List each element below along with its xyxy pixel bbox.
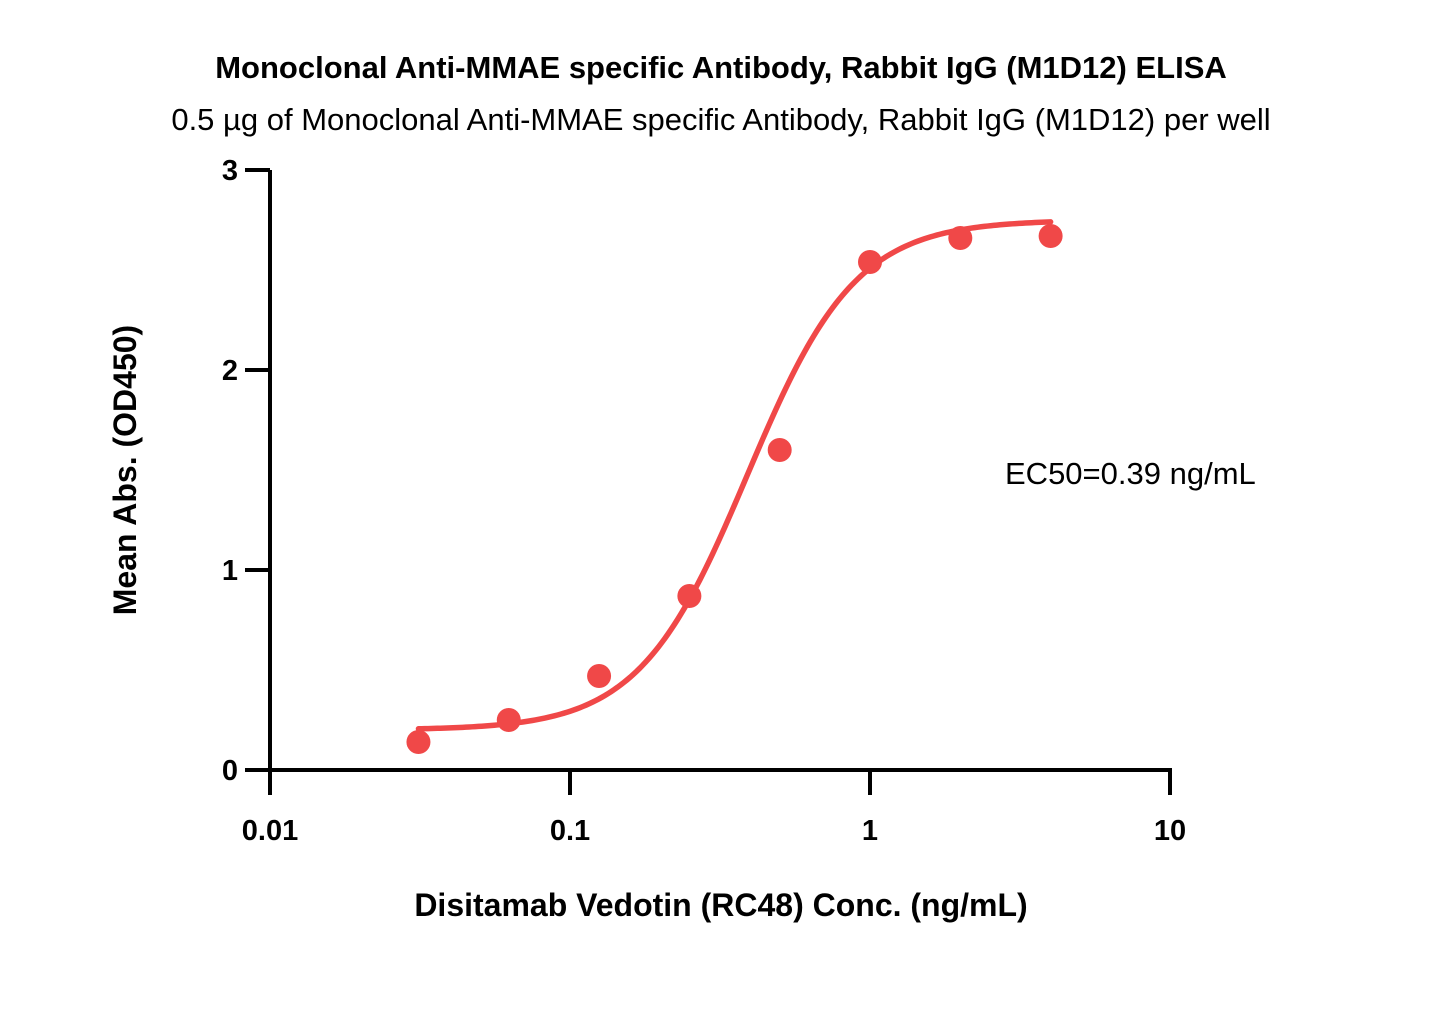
ec50-annotation: EC50=0.39 ng/mL: [1005, 456, 1256, 491]
chart-title: Monoclonal Anti-MMAE specific Antibody, …: [215, 50, 1227, 85]
x-tick-label: 0.01: [242, 815, 298, 847]
data-point: [587, 664, 612, 688]
data-points: [406, 224, 1063, 754]
y-axis-label: Mean Abs. (OD450): [107, 325, 143, 615]
y-axis-ticks: 0 1 2 3: [222, 155, 270, 787]
data-point: [406, 730, 431, 754]
data-point: [496, 708, 521, 732]
y-tick-label: 3: [222, 155, 238, 187]
data-point: [1038, 224, 1063, 248]
y-tick-label: 0: [222, 755, 238, 787]
x-tick-label: 10: [1154, 815, 1186, 847]
data-point: [858, 250, 882, 274]
fit-curve: [415, 219, 1054, 732]
x-axis-ticks: 0.01 0.1 1 10: [242, 770, 1186, 847]
data-point: [948, 226, 973, 250]
data-point: [677, 584, 702, 608]
y-tick-label: 1: [222, 555, 238, 587]
data-point: [767, 438, 792, 462]
x-tick-label: 0.1: [550, 815, 590, 847]
plot-area: 0 1 2 3 0.01 0.1 1 10: [222, 155, 1186, 847]
chart-subtitle: 0.5 µg of Monoclonal Anti-MMAE specific …: [171, 102, 1270, 137]
x-tick-label: 1: [862, 815, 878, 847]
x-axis-label: Disitamab Vedotin (RC48) Conc. (ng/mL): [414, 887, 1027, 923]
y-tick-label: 2: [222, 355, 238, 387]
